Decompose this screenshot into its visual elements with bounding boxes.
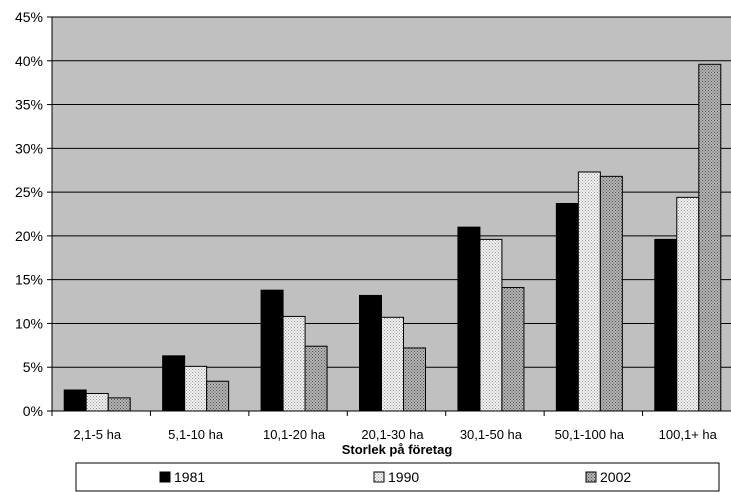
legend: 1981 1990 2002 (75, 462, 720, 492)
bar-2002-5 (501, 287, 525, 412)
bar-1981-5 (457, 226, 481, 412)
y-tick-label: 5% (23, 359, 43, 375)
bars (63, 63, 722, 412)
y-tick-label: 30% (15, 140, 43, 156)
bar-1990-1 (85, 392, 109, 412)
bar-1981-6 (555, 202, 579, 412)
y-tick-label: 0% (23, 403, 43, 419)
legend-label-1981: 1981 (174, 469, 205, 485)
bar-1990-6 (577, 171, 601, 412)
legend-label-1990: 1990 (388, 469, 419, 485)
bar-1990-3 (282, 315, 306, 412)
bar-1981-1 (63, 389, 87, 412)
x-category-label: 10,1-20 ha (263, 427, 326, 442)
x-category-label: 100,1+ ha (659, 427, 718, 442)
bar-2002-2 (206, 380, 230, 412)
bar-1990-7 (676, 196, 700, 412)
bar-1981-4 (359, 294, 382, 412)
x-axis-categories: 2,1-5 ha 5,1-10 ha 10,1-20 ha 20,1-30 ha 30,… (73, 427, 717, 442)
y-tick-label: 25% (15, 184, 43, 200)
bar-1981-7 (654, 238, 678, 412)
bar-2002-7 (698, 63, 722, 412)
y-tick-label: 40% (15, 53, 43, 69)
y-tick-label: 10% (15, 315, 43, 331)
legend-box (75, 462, 720, 492)
bar-2002-3 (304, 345, 328, 412)
x-category-label: 2,1-5 ha (73, 427, 121, 442)
y-tick-label: 20% (15, 228, 43, 244)
bar-1990-4 (381, 316, 404, 412)
y-tick-label: 45% (15, 9, 43, 25)
legend-label-2002: 2002 (600, 469, 631, 485)
legend-swatch-1981 (159, 471, 171, 483)
bar-1990-2 (184, 365, 208, 412)
y-tick-label: 15% (15, 272, 43, 288)
bar-1990-5 (479, 238, 503, 412)
bar-2002-4 (403, 347, 426, 412)
x-category-label: 30,1-50 ha (460, 427, 523, 442)
axes (47, 16, 731, 416)
y-tick-label: 35% (15, 97, 43, 113)
bar-1981-3 (260, 289, 284, 412)
x-category-label: 5,1-10 ha (168, 427, 224, 442)
legend-swatch-2002 (585, 471, 597, 483)
x-category-label: 50,1-100 ha (555, 427, 625, 442)
x-axis-title: Storlek på företag (342, 442, 453, 457)
bar-2002-1 (107, 397, 131, 412)
legend-swatch-1990 (373, 471, 385, 483)
bar-2002-6 (599, 175, 623, 412)
y-axis-ticks: 0% 5% 10% 15% 20% 25% 30% 35% 40% 45% (15, 9, 43, 419)
bar-1981-2 (162, 355, 186, 412)
x-category-label: 20,1-30 ha (361, 427, 424, 442)
